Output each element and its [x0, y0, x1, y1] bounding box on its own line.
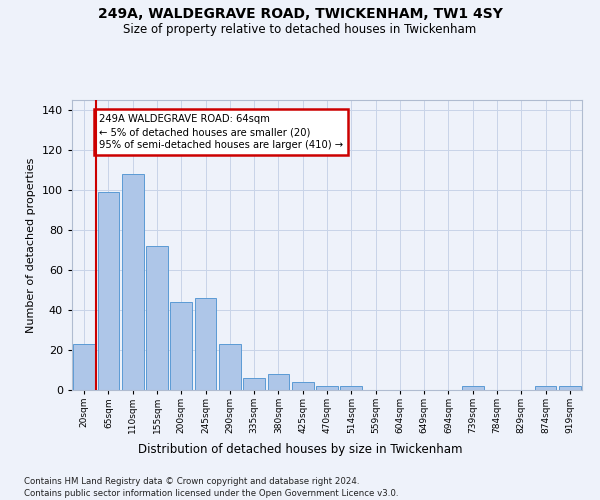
Text: 249A, WALDEGRAVE ROAD, TWICKENHAM, TW1 4SY: 249A, WALDEGRAVE ROAD, TWICKENHAM, TW1 4… — [98, 8, 502, 22]
Text: Contains public sector information licensed under the Open Government Licence v3: Contains public sector information licen… — [24, 489, 398, 498]
Text: 249A WALDEGRAVE ROAD: 64sqm
← 5% of detached houses are smaller (20)
95% of semi: 249A WALDEGRAVE ROAD: 64sqm ← 5% of deta… — [99, 114, 343, 150]
Bar — [292, 382, 314, 390]
Bar — [340, 386, 362, 390]
Text: Distribution of detached houses by size in Twickenham: Distribution of detached houses by size … — [138, 442, 462, 456]
Bar — [122, 174, 143, 390]
Bar — [73, 344, 95, 390]
Bar — [219, 344, 241, 390]
Text: Size of property relative to detached houses in Twickenham: Size of property relative to detached ho… — [124, 22, 476, 36]
Bar — [170, 302, 192, 390]
Bar — [268, 374, 289, 390]
Text: Contains HM Land Registry data © Crown copyright and database right 2024.: Contains HM Land Registry data © Crown c… — [24, 478, 359, 486]
Bar — [559, 386, 581, 390]
Bar — [146, 246, 168, 390]
Bar — [316, 386, 338, 390]
Bar — [462, 386, 484, 390]
Y-axis label: Number of detached properties: Number of detached properties — [26, 158, 36, 332]
Bar — [243, 378, 265, 390]
Bar — [535, 386, 556, 390]
Bar — [194, 298, 217, 390]
Bar — [97, 192, 119, 390]
